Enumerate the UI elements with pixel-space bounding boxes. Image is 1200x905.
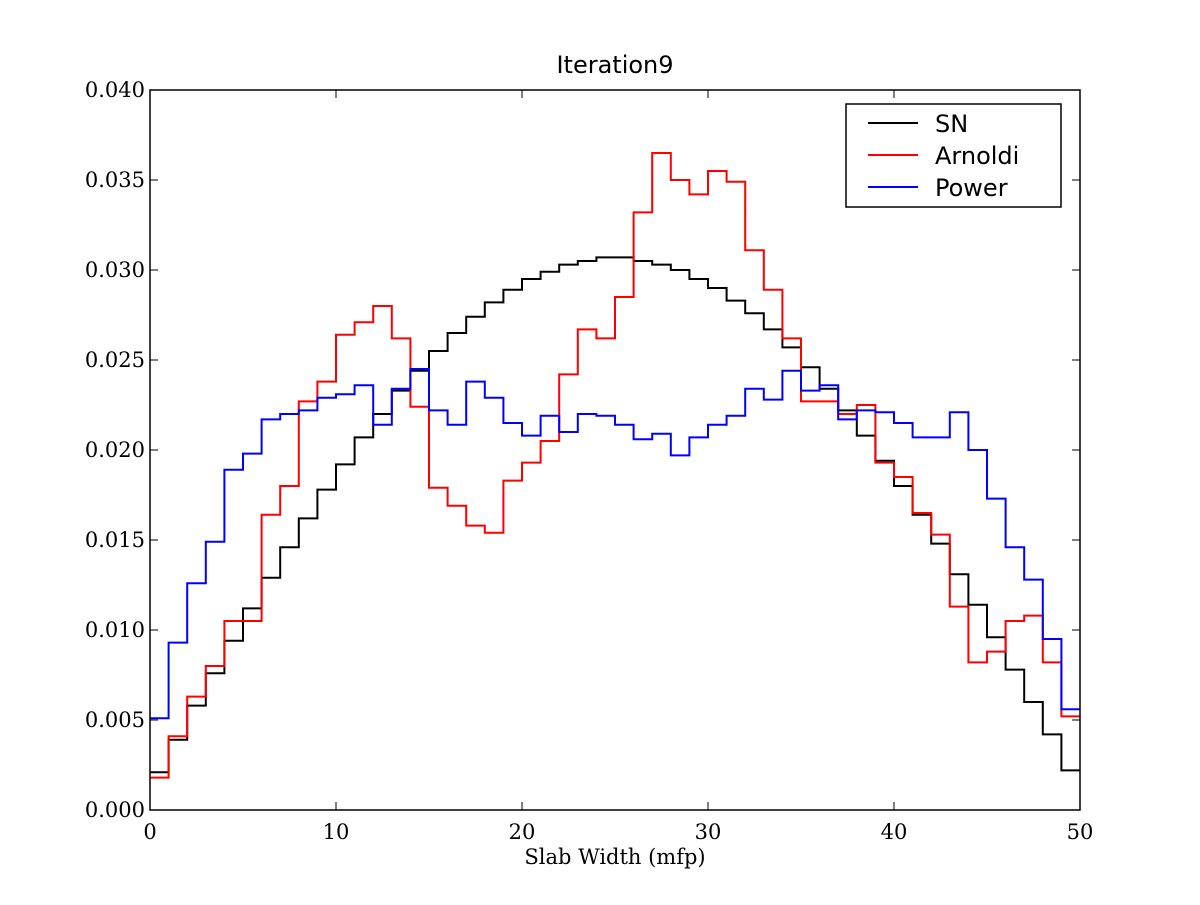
y-tick-label: 0.005 [85,708,145,732]
legend-label-power: Power [935,174,1008,202]
ticks-layer: 0 10 20 30 40 50 0.000 0.005 0.010 0.015 0.020 0.02… [85,78,1093,844]
x-tick-label: 20 [509,820,536,844]
x-tick-label: 30 [695,820,722,844]
series-line-arnoldi [150,152,1080,779]
series-line-power [150,368,1080,720]
legend: SN Arnoldi Power [845,103,1062,208]
legend-label-sn: SN [935,110,968,138]
x-tick-label: 40 [881,820,908,844]
y-tick-label: 0.030 [85,258,145,282]
y-tick-label: 0.040 [85,78,145,102]
y-tick-label: 0.000 [85,798,145,822]
y-tick-label: 0.035 [85,168,145,192]
series-layer [150,152,1080,779]
chart-title: Iteration9 [556,51,673,79]
y-tick-label: 0.010 [85,618,145,642]
y-tick-label: 0.025 [85,348,145,372]
x-tick-label: 0 [143,820,156,844]
legend-label-arnoldi: Arnoldi [935,142,1019,170]
x-tick-label: 50 [1067,820,1094,844]
plot-frame [149,89,1081,811]
x-tick-label: 10 [323,820,350,844]
y-tick-label: 0.015 [85,528,145,552]
series-line-sn [150,256,1080,774]
x-axis-title: Slab Width (mfp) [524,845,705,869]
y-tick-label: 0.020 [85,438,145,462]
